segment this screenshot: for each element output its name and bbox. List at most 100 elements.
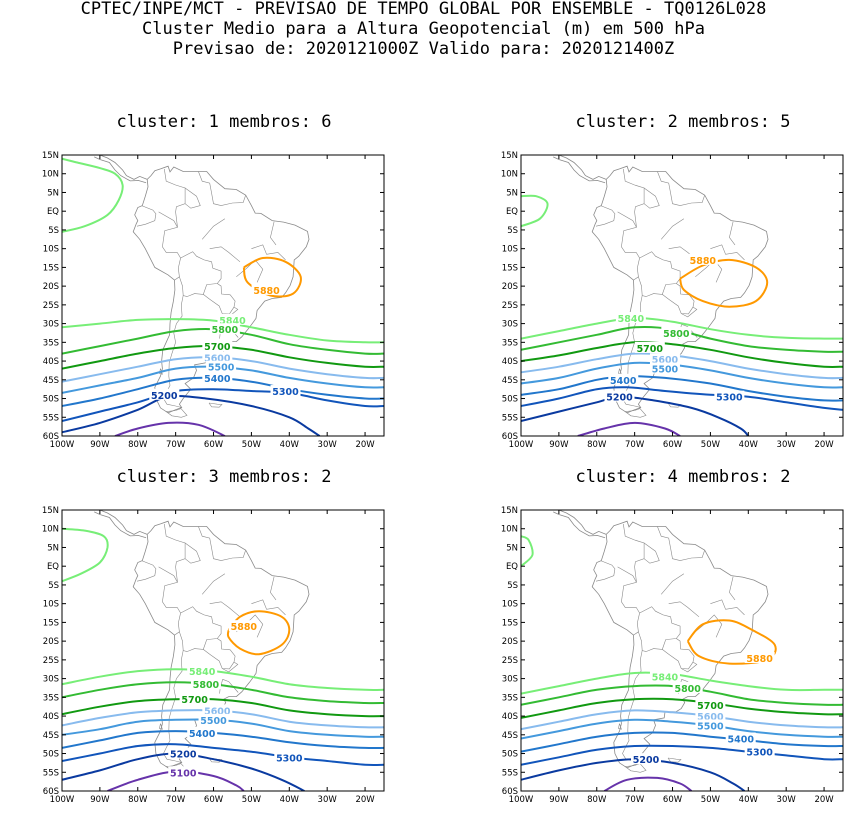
contour-label-bg: [687, 253, 718, 265]
country-border: [251, 599, 286, 616]
contour-label-5880: 5880: [690, 256, 717, 267]
contour-label-bg: [209, 323, 240, 335]
lat-label: 20S: [502, 637, 518, 647]
contour-label-5800: 5800: [193, 680, 220, 691]
country-border: [681, 661, 698, 673]
central-america-coastline: [558, 155, 607, 180]
contour-5400: [521, 731, 843, 753]
contour-5200: [521, 395, 750, 436]
contour-5840: [62, 668, 384, 691]
contour-label-5200: 5200: [606, 393, 633, 404]
contour-5700: [62, 345, 384, 370]
contour-label-bg: [149, 388, 180, 400]
island-coastline: [624, 408, 647, 418]
contour-label-5200: 5200: [170, 750, 197, 761]
country-border: [158, 211, 178, 228]
contour-label-bg: [744, 745, 775, 757]
contour-label-5200: 5200: [633, 755, 660, 766]
central-america-coastline: [553, 156, 606, 184]
lat-label: 15S: [43, 618, 59, 628]
country-border: [198, 526, 246, 561]
country-border: [660, 218, 685, 240]
contour-5700: [521, 341, 843, 368]
south-america-coastline: [591, 520, 769, 769]
country-border: [203, 283, 236, 315]
country-border: [595, 205, 616, 227]
lon-label: 100W: [50, 795, 75, 805]
lat-label: 40S: [502, 357, 518, 367]
country-border: [158, 566, 178, 583]
panel-title-3: cluster: 3 membros: 2: [116, 467, 332, 487]
country-border: [729, 221, 736, 246]
lat-label: 60S: [502, 432, 518, 442]
country-border: [695, 614, 723, 638]
lat-label: 10N: [501, 170, 518, 180]
lat-label: 5N: [47, 188, 59, 198]
lat-label: 55S: [43, 413, 59, 423]
contour-label-5800: 5800: [674, 684, 701, 695]
lon-label: 40W: [280, 795, 300, 805]
lat-label: 45S: [43, 376, 59, 386]
lon-label: 20W: [814, 440, 834, 450]
country-border: [270, 576, 277, 601]
island-coastline: [667, 757, 682, 763]
lon-label: 60W: [663, 795, 683, 805]
country-border: [643, 542, 660, 564]
contour-label-bg: [202, 340, 233, 352]
lat-label: 60S: [43, 432, 59, 442]
contour-5800: [521, 325, 843, 353]
panel-title-2: cluster: 2 membros: 5: [575, 112, 791, 132]
country-border: [222, 661, 239, 673]
lon-label: 70W: [166, 440, 186, 450]
contour-label-bg: [228, 620, 259, 632]
contour-label-5300: 5300: [276, 753, 303, 764]
contour-label-5880: 5880: [231, 622, 258, 633]
central-america-coastline: [94, 156, 147, 184]
contour-label-5400: 5400: [189, 729, 216, 740]
lon-label: 50W: [701, 440, 721, 450]
lon-label: 90W: [90, 440, 110, 450]
contour-label-5500: 5500: [652, 365, 679, 376]
lat-label: 15N: [501, 151, 518, 161]
contour-5840: [521, 316, 843, 340]
contour-5400: [62, 376, 384, 407]
contour-label-bg: [187, 665, 218, 677]
contour-5400: [521, 375, 843, 402]
contour-5600: [62, 709, 384, 729]
contour-label-bg: [615, 311, 646, 323]
lon-label: 80W: [587, 440, 607, 450]
contour-5850: [521, 194, 549, 228]
lat-label: 15N: [42, 506, 59, 516]
island-coastline: [618, 723, 622, 730]
lat-label: 10N: [501, 525, 518, 535]
country-border: [162, 168, 186, 281]
country-border: [209, 601, 241, 618]
contour-label-bg: [695, 710, 726, 722]
lat-label: EQ: [47, 562, 59, 572]
contour-5880: [226, 610, 291, 656]
lat-label: 25S: [502, 656, 518, 666]
lon-label: 20W: [814, 795, 834, 805]
contour-5300: [521, 386, 843, 411]
contour-label-bg: [725, 732, 756, 744]
lat-label: 5S: [507, 226, 518, 236]
lat-label: 30S: [502, 675, 518, 685]
caribbean-coastline: [108, 152, 119, 154]
contour-5300: [62, 388, 384, 422]
lon-label: 60W: [204, 440, 224, 450]
lon-label: 30W: [777, 795, 797, 805]
contour-label-bg: [202, 351, 233, 363]
contour-5600: [521, 709, 843, 731]
country-border: [595, 560, 616, 582]
contour-label-bg: [604, 390, 635, 402]
contour-5100: [603, 776, 693, 791]
contour-label-bg: [649, 353, 680, 365]
contour-5880: [242, 256, 302, 298]
contour-label-5840: 5840: [652, 673, 679, 684]
lat-label: 35S: [43, 338, 59, 348]
lat-label: 5N: [506, 188, 518, 198]
lon-label: 100W: [509, 795, 534, 805]
